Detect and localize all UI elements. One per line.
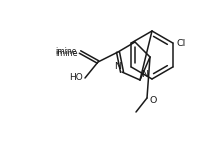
Text: HO: HO	[69, 74, 83, 83]
Text: imine: imine	[56, 47, 77, 57]
Text: N: N	[141, 70, 148, 79]
Text: imine: imine	[55, 48, 78, 57]
Text: O: O	[149, 96, 156, 105]
Text: N: N	[114, 62, 121, 71]
Text: Cl: Cl	[177, 38, 186, 47]
